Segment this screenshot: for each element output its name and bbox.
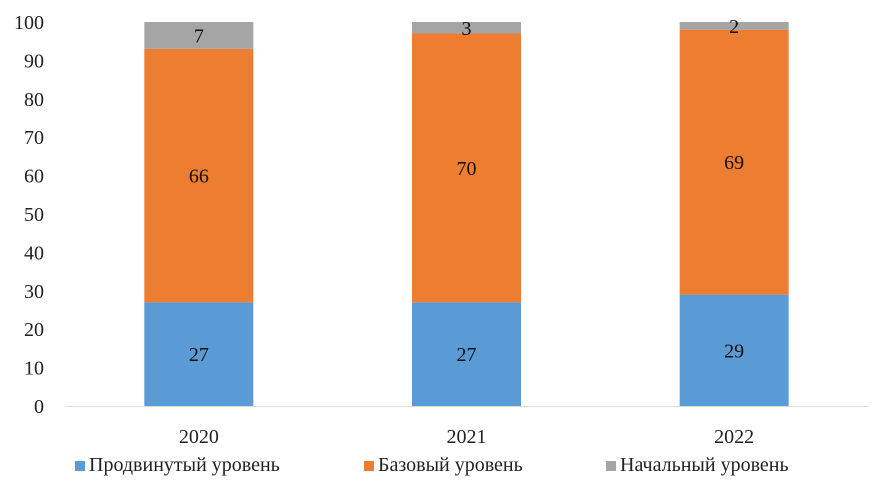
bars (144, 22, 789, 406)
data-label: 70 (457, 158, 477, 180)
legend-item: Начальный уровень (606, 454, 789, 476)
data-label: 27 (189, 344, 209, 366)
legend-label: Продвинутый уровень (89, 454, 280, 476)
legend-swatch (364, 461, 374, 471)
data-label: 29 (724, 340, 744, 362)
data-label: 2 (729, 16, 739, 38)
y-tick-label: 10 (24, 358, 44, 380)
bar-segment (144, 22, 254, 49)
legend-label: Начальный уровень (620, 454, 789, 476)
data-labels: 27 66 7 27 70 3 29 69 2 (189, 16, 744, 366)
legend-label: Базовый уровень (378, 454, 523, 476)
legend-swatch (75, 461, 85, 471)
bar-segment (679, 294, 789, 406)
bar-segment (412, 22, 521, 34)
bar-segment (144, 48, 254, 303)
y-tick-label: 80 (24, 89, 44, 111)
x-tick-label: 2020 (179, 426, 219, 448)
bar-segment (412, 302, 521, 406)
legend-swatch (606, 461, 616, 471)
data-label: 3 (462, 18, 472, 40)
bar-segment (679, 29, 789, 295)
legend-item: Базовый уровень (364, 454, 523, 476)
legend-item: Продвинутый уровень (75, 454, 280, 476)
bar-segment (679, 22, 789, 30)
y-tick-label: 50 (24, 204, 44, 226)
y-axis: 0 10 20 30 40 50 60 70 80 90 100 (14, 12, 44, 418)
y-tick-label: 60 (24, 166, 44, 188)
y-tick-label: 20 (24, 319, 44, 341)
x-tick-label: 2021 (447, 426, 487, 448)
data-label: 66 (189, 166, 209, 188)
x-axis: 2020 2021 2022 (65, 406, 868, 448)
x-tick-label: 2022 (714, 426, 754, 448)
bar-segment (412, 33, 521, 303)
y-tick-label: 90 (24, 50, 44, 72)
y-tick-label: 0 (34, 396, 44, 418)
y-tick-label: 100 (14, 12, 44, 34)
legend: Продвинутый уровень Базовый уровень Началь… (75, 454, 789, 476)
data-label: 69 (724, 152, 744, 174)
bar-segment (144, 302, 254, 406)
y-tick-label: 40 (24, 242, 44, 264)
y-tick-label: 30 (24, 281, 44, 303)
data-label: 27 (457, 344, 477, 366)
data-label: 7 (194, 25, 204, 47)
y-tick-label: 70 (24, 127, 44, 149)
